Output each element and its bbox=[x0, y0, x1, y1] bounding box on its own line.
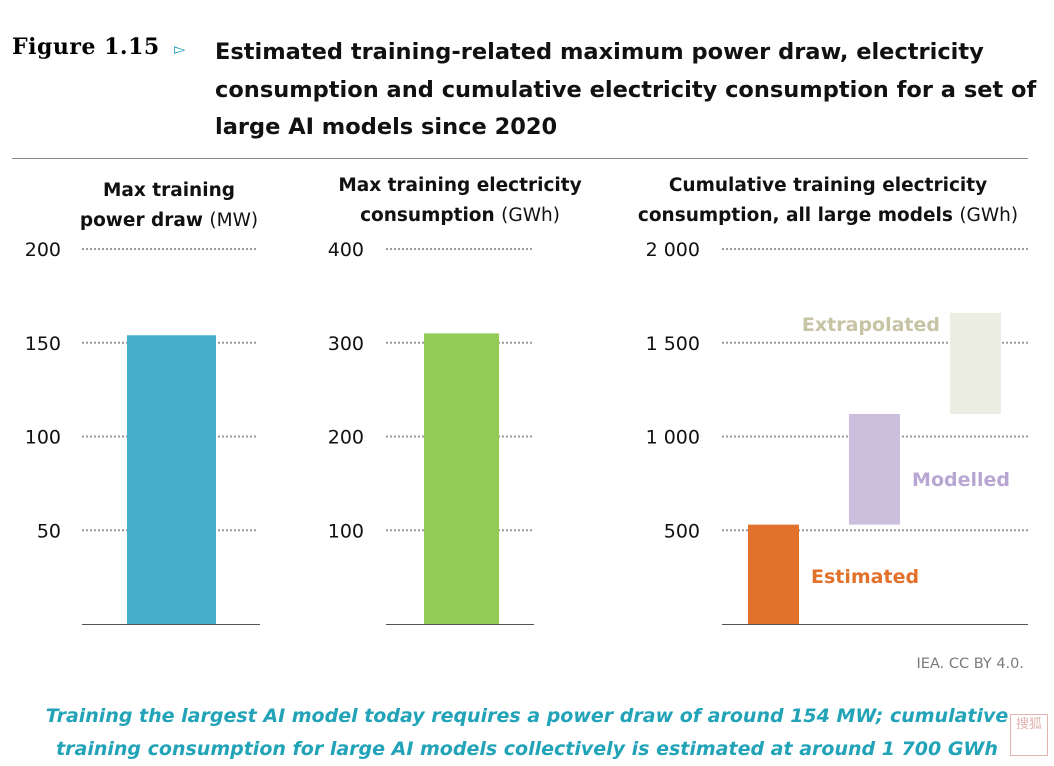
bar-estimated bbox=[748, 524, 799, 624]
y-tick-label-2-3: 2 000 bbox=[646, 239, 700, 261]
panel-title-cumulative: Cumulative training electricity consumpt… bbox=[608, 171, 1048, 231]
figure-arrow-icon: ▻ bbox=[174, 40, 186, 58]
panel-title-power: Max training power draw (MW) bbox=[64, 176, 274, 236]
watermark-stamp: 搜狐 bbox=[1010, 714, 1048, 756]
panel-unit-power: (MW) bbox=[209, 210, 259, 231]
panel-title-power-line1: Max training bbox=[103, 180, 235, 201]
panel-unit-cumulative: (GWh) bbox=[959, 205, 1019, 226]
y-tick-label-1-2: 300 bbox=[328, 333, 364, 355]
caption-line-2: training consumption for large AI models… bbox=[56, 738, 998, 760]
segment-label-extrapolated: Extrapolated bbox=[802, 314, 940, 336]
y-tick-label-2-2: 1 500 bbox=[646, 333, 700, 355]
y-tick-label-0-0: 50 bbox=[37, 520, 61, 542]
segment-label-modelled: Modelled bbox=[912, 469, 1010, 491]
panel-title-electricity-line2: consumption bbox=[360, 205, 495, 226]
y-tick-label-1-0: 100 bbox=[328, 520, 364, 542]
panel-title-cumulative-line2: consumption, all large models bbox=[637, 205, 953, 226]
y-tick-label-0-2: 150 bbox=[25, 333, 61, 355]
caption-line-1: Training the largest AI model today requ… bbox=[45, 705, 1009, 727]
bar-extrapolated bbox=[950, 312, 1001, 414]
y-tick-label-0-3: 200 bbox=[25, 239, 61, 261]
figure-title: Estimated training-related maximum power… bbox=[215, 39, 1037, 140]
segment-label-estimated: Estimated bbox=[811, 566, 919, 588]
panel-title-electricity: Max training electricity consumption (GW… bbox=[320, 171, 600, 231]
y-tick-label-2-1: 1 000 bbox=[646, 427, 700, 449]
y-tick-label-1-1: 200 bbox=[328, 427, 364, 449]
y-tick-label-2-0: 500 bbox=[664, 520, 700, 542]
panel-title-cumulative-line1: Cumulative training electricity bbox=[668, 175, 988, 196]
y-tick-label-0-1: 100 bbox=[25, 427, 61, 449]
panel-unit-electricity: (GWh) bbox=[501, 205, 560, 226]
figure-label: Figure 1.15 bbox=[12, 34, 160, 60]
source-note: IEA. CC BY 4.0. bbox=[916, 656, 1024, 672]
bar-0-0 bbox=[127, 335, 216, 624]
panel-title-electricity-line1: Max training electricity bbox=[338, 175, 582, 196]
bar-1-0 bbox=[424, 333, 499, 624]
panel-title-power-line2: power draw bbox=[79, 210, 203, 231]
y-tick-label-1-3: 400 bbox=[328, 239, 364, 261]
title-divider bbox=[12, 158, 1028, 159]
bar-modelled bbox=[849, 414, 900, 525]
caption: Training the largest AI model today requ… bbox=[0, 700, 1054, 766]
